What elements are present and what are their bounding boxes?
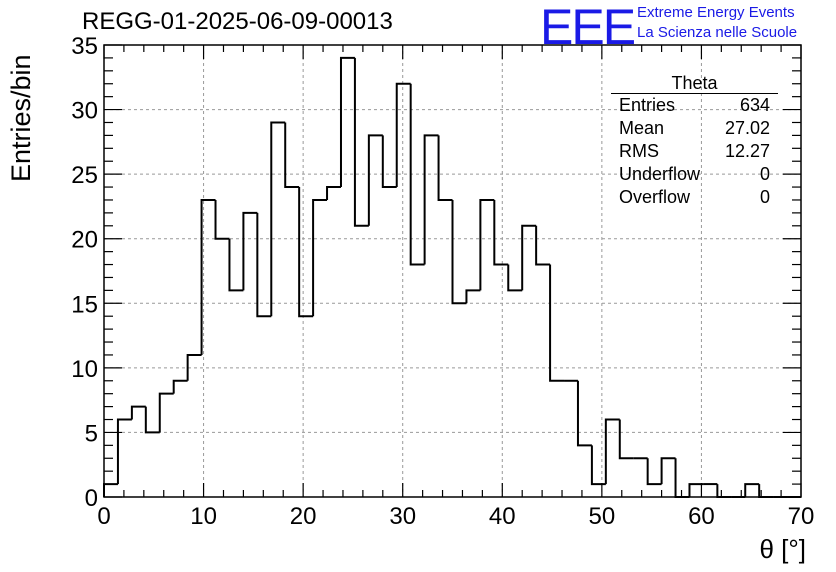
- histogram-bin: [242, 211, 258, 291]
- y-tick-label: 5: [85, 420, 98, 447]
- histogram-bin: [479, 198, 495, 291]
- histogram-bin: [716, 484, 732, 498]
- histogram-bin: [674, 458, 690, 498]
- histogram-bin: [270, 121, 286, 317]
- histogram-bin: [214, 199, 230, 240]
- x-tick-label: 10: [190, 503, 217, 530]
- y-tick-label: 35: [71, 33, 98, 60]
- histogram-bin: [367, 134, 383, 226]
- y-tick-label: 15: [71, 291, 98, 318]
- stats-value: 0: [759, 187, 770, 207]
- stats-value: 12.27: [724, 141, 770, 161]
- histogram-bin: [576, 380, 592, 447]
- histogram-bin: [381, 135, 397, 189]
- stats-label: Overflow: [619, 187, 691, 207]
- y-axis-label: Entries/bin: [6, 54, 36, 182]
- stats-title: Theta: [611, 73, 778, 94]
- histogram-bin: [507, 264, 523, 292]
- stats-row-entries: Entries 634: [611, 94, 778, 117]
- histogram-bin: [437, 135, 453, 201]
- histogram-bin: [493, 199, 509, 266]
- histogram-bin: [423, 134, 439, 265]
- x-tick-label: 70: [788, 503, 815, 530]
- histogram-bin: [228, 238, 244, 292]
- histogram-bin: [256, 212, 272, 318]
- histogram-bin: [326, 186, 341, 200]
- histogram-bin: [130, 405, 146, 420]
- histogram-bin: [339, 56, 355, 188]
- histogram-bin: [521, 224, 537, 291]
- x-tick-label: 0: [97, 503, 110, 530]
- y-tick-label: 30: [71, 98, 98, 125]
- histogram-bin: [535, 225, 551, 266]
- stats-row-mean: Mean 27.02: [611, 117, 778, 140]
- x-axis-label: θ [°]: [759, 534, 806, 564]
- histogram-bin: [744, 483, 760, 497]
- logo-line-1: Extreme Energy Events: [637, 4, 795, 21]
- stats-row-overflow: Overflow 0: [611, 186, 778, 209]
- stats-value: 634: [739, 95, 770, 115]
- histogram-bin: [103, 483, 118, 497]
- histogram-bin: [618, 419, 634, 460]
- histogram-bin: [590, 445, 606, 486]
- histogram-bin: [298, 187, 314, 318]
- histogram-bin: [186, 353, 202, 381]
- stats-value: 0: [759, 164, 770, 184]
- eee-logo: EEE: [540, 0, 636, 55]
- y-tick-label: 10: [71, 356, 98, 383]
- histogram-bin: [353, 57, 369, 227]
- histogram-bin: [144, 406, 160, 434]
- stats-value: 27.02: [724, 118, 770, 138]
- histogram-bin: [549, 264, 565, 382]
- histogram-bin: [451, 199, 467, 305]
- histogram-bin: [646, 458, 662, 486]
- y-tick-label: 25: [71, 162, 98, 189]
- x-tick-label: 20: [290, 503, 317, 530]
- histogram-bin: [465, 289, 481, 304]
- x-tick-label: 60: [688, 503, 715, 530]
- logo-line-2: La Scienza nelle Scuole: [637, 24, 798, 41]
- stats-label: Mean: [619, 118, 665, 138]
- histogram-bin: [409, 83, 425, 266]
- histogram-bin: [312, 198, 328, 317]
- stats-row-underflow: Underflow 0: [611, 163, 778, 186]
- x-tick-label: 40: [489, 503, 516, 530]
- histogram-bin: [158, 392, 174, 433]
- plot-frame: [103, 44, 802, 498]
- x-tick-label: 50: [589, 503, 616, 530]
- chart-title: REGG-01-2025-06-09-00013: [82, 8, 393, 35]
- histogram-bin: [116, 418, 132, 485]
- stats-label: RMS: [619, 141, 659, 161]
- histogram-bin: [395, 82, 411, 188]
- stats-box: Theta Entries 634 Mean 27.02 RMS 12.27 U…: [611, 73, 778, 209]
- x-tick-label: 30: [389, 503, 416, 530]
- histogram-bin: [172, 379, 188, 394]
- histogram-bin: [688, 483, 704, 497]
- histogram-bin: [660, 457, 676, 485]
- stats-label: Entries: [619, 95, 676, 115]
- y-tick-label: 20: [71, 227, 98, 254]
- y-tick-label: 0: [85, 485, 98, 512]
- histogram-bin: [284, 122, 300, 189]
- stats-row-rms: RMS 12.27: [611, 140, 778, 163]
- histogram-bin: [604, 418, 620, 485]
- histogram-bin: [200, 198, 216, 355]
- stats-label: Underflow: [619, 164, 701, 184]
